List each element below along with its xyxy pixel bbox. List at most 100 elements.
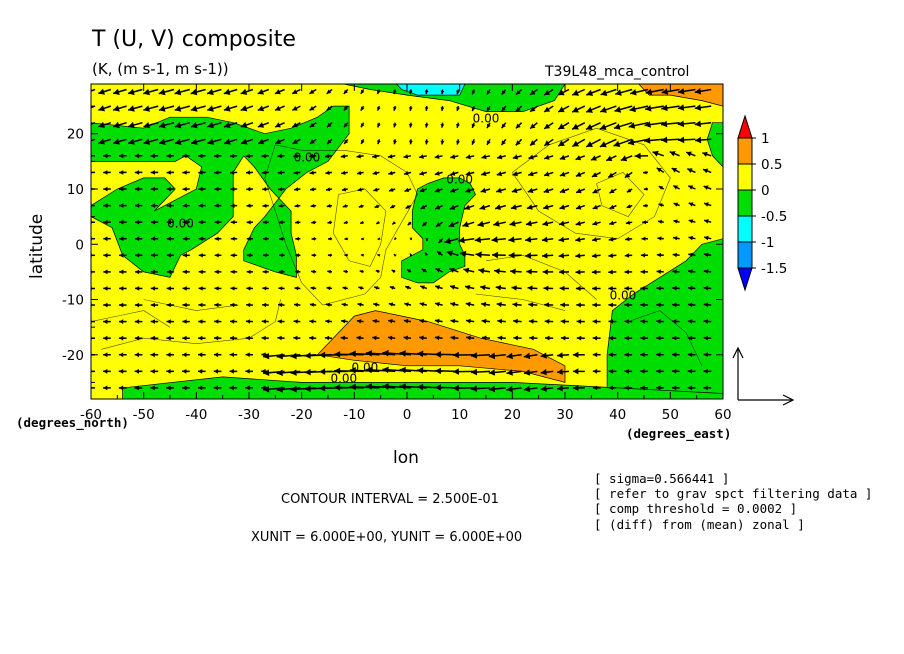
wind-vector (327, 220, 333, 225)
wind-vector (359, 220, 364, 225)
wind-vector (246, 236, 254, 241)
wind-vector (118, 170, 127, 175)
colorbar-label: -1.5 (761, 261, 787, 277)
wind-vector (150, 170, 159, 175)
wind-vector (575, 269, 585, 275)
wind-vector (326, 88, 333, 95)
wind-vector (470, 352, 491, 359)
wind-vector (459, 250, 475, 258)
wind-vector (166, 170, 175, 175)
wind-vector (513, 318, 522, 324)
wind-vector (293, 153, 301, 159)
wind-vector (150, 153, 159, 159)
wind-vector (491, 251, 506, 259)
wind-vector (207, 138, 222, 145)
wind-vector (293, 170, 301, 175)
wind-vector (481, 318, 491, 324)
wind-vector (624, 253, 633, 258)
wind-vector (486, 138, 491, 146)
wind-vector (592, 204, 601, 210)
wind-vector (374, 204, 380, 209)
wind-vector (677, 88, 696, 95)
wind-vector (293, 335, 301, 341)
wind-vector (557, 138, 570, 147)
wind-vector (575, 204, 586, 210)
wind-vector (257, 122, 270, 128)
wind-vector (341, 170, 348, 175)
wind-vector (262, 253, 269, 258)
wind-vector (127, 138, 143, 145)
wind-vector (465, 171, 475, 176)
wind-vector (613, 138, 633, 147)
wind-vector (486, 122, 491, 129)
wind-vector (278, 286, 285, 291)
wind-vector (393, 105, 397, 111)
wind-vector (407, 221, 412, 226)
wind-vector (197, 369, 206, 374)
wind-vector (529, 105, 538, 113)
note-sigma: [ sigma=0.566441 ] (594, 471, 729, 486)
wind-vector (230, 253, 238, 258)
wind-vector (229, 385, 238, 391)
wind-vector (98, 88, 112, 95)
wind-vector (134, 335, 143, 341)
wind-vector (174, 88, 190, 96)
wind-vector (365, 350, 396, 357)
wind-vector (182, 302, 190, 308)
wind-vector (143, 121, 159, 129)
wind-vector (382, 383, 412, 390)
wind-vector (198, 153, 206, 159)
wind-vector (403, 170, 412, 176)
wind-vector (182, 253, 190, 258)
wind-vector (294, 203, 301, 208)
wind-vector (590, 155, 601, 161)
wind-vector (608, 302, 617, 308)
wind-vector (327, 269, 333, 274)
wind-vector (103, 269, 111, 275)
wind-vector (103, 236, 111, 242)
wind-vector (592, 319, 601, 324)
wind-vector (393, 139, 397, 145)
wind-vector (543, 138, 554, 147)
wind-vector (703, 285, 712, 291)
wind-vector (558, 252, 570, 259)
wind-vector (91, 121, 96, 125)
wind-vector (425, 238, 429, 242)
wind-vector (182, 236, 190, 241)
wind-vector (671, 335, 680, 341)
wind-vector (703, 385, 712, 391)
wind-vector (436, 250, 444, 256)
wind-vector (311, 269, 317, 274)
wind-vector (544, 302, 554, 308)
wind-vector (360, 253, 364, 257)
wind-vector (450, 171, 459, 176)
wind-vector (182, 219, 190, 225)
wind-vector (652, 150, 665, 157)
wind-vector (127, 121, 143, 129)
wind-vector (613, 121, 633, 130)
wind-vector (661, 104, 680, 112)
wind-vector (419, 171, 427, 176)
wind-vector (543, 285, 554, 291)
wind-vector (419, 335, 427, 341)
contour-line (91, 310, 171, 328)
x-tick-label: 50 (662, 407, 679, 423)
wind-vector (576, 302, 585, 308)
contour-line (512, 127, 671, 240)
wind-vector (166, 352, 175, 358)
wind-vector (103, 219, 111, 225)
y-tick-label: -20 (62, 348, 84, 364)
wind-vector (262, 302, 269, 308)
wind-vector (559, 171, 570, 177)
wind-vector (501, 122, 507, 129)
wind-vector (344, 237, 348, 241)
wind-vector (274, 88, 285, 95)
wind-vector (703, 302, 712, 308)
contour-line (101, 299, 281, 350)
wind-vector (310, 203, 317, 208)
wind-vector (656, 368, 664, 374)
wind-vector (493, 220, 506, 227)
wind-vector (609, 220, 617, 226)
wind-vector (608, 253, 617, 258)
run-label: T39L48_mca_control (544, 64, 689, 80)
